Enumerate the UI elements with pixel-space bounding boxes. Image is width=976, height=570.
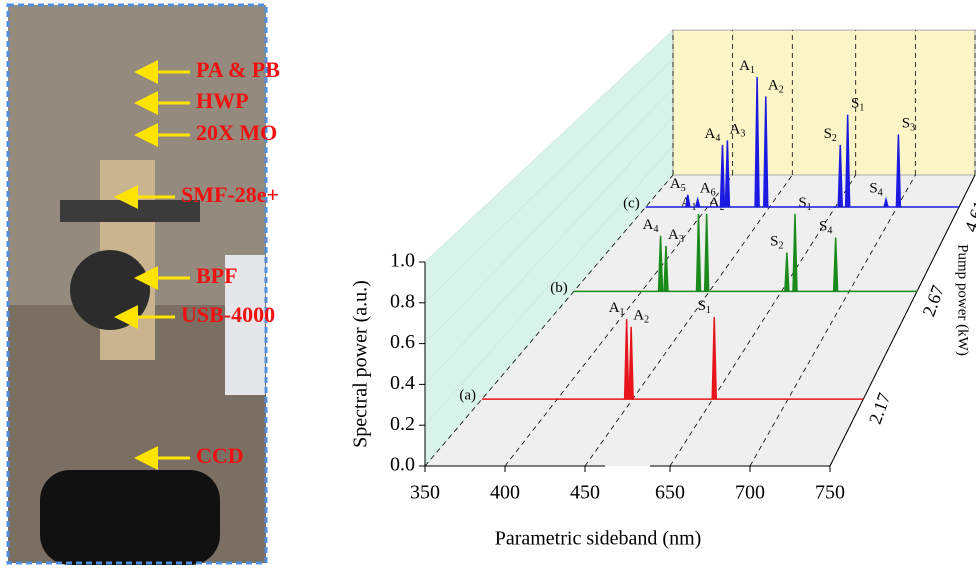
depth-grid-line — [584, 174, 793, 467]
peak — [694, 196, 701, 208]
peak — [832, 237, 839, 292]
photo-label: CCD — [196, 443, 244, 468]
peak-label: A6 — [700, 181, 716, 199]
peak-label: A1 — [609, 301, 625, 319]
peak-label: S1 — [851, 96, 864, 114]
peak — [663, 245, 669, 292]
photo-label: PA & PB — [196, 57, 280, 82]
peak — [711, 317, 717, 400]
grid-line — [424, 87, 674, 344]
photo-label: 20X MO — [196, 120, 277, 145]
back-wall — [672, 29, 976, 176]
x-tick-label: 650 — [655, 482, 685, 504]
row-label: (a) — [459, 388, 476, 404]
peak-label: A4 — [705, 126, 721, 144]
peak — [623, 319, 630, 400]
peak — [883, 196, 889, 208]
x-axis-label: Parametric sideband (nm) — [495, 528, 702, 550]
peak — [703, 213, 710, 292]
photo-border — [6, 3, 268, 565]
chart: 0.0 0.2 0.4 0.6 0.8 1.0 350 400 450 650 700 750 Para… — [350, 29, 976, 550]
peak — [837, 144, 843, 208]
depth-grid-line — [749, 174, 916, 467]
peak — [657, 235, 664, 292]
floor — [425, 175, 975, 466]
peak — [895, 134, 902, 208]
grid-line — [424, 145, 674, 426]
depth-grid-line — [424, 174, 674, 467]
peak — [724, 140, 731, 208]
peak-label: A2 — [633, 308, 649, 326]
grid-line — [424, 29, 674, 263]
peak-label: A1 — [739, 58, 755, 76]
peak-label: S3 — [902, 116, 915, 134]
x-tick-label: 750 — [815, 482, 845, 504]
peak — [685, 194, 691, 208]
row-label: (b) — [550, 280, 568, 296]
photo-label: USB-4000 — [181, 302, 275, 327]
screen — [225, 255, 265, 395]
photo-labels: PA & PB HWP 20X MO SMF-28e+ BPF USB-4000 CCD — [114, 57, 280, 470]
peak-label: A2 — [768, 78, 784, 96]
left-wall — [425, 30, 673, 466]
y-tick-label: 0.8 — [390, 290, 415, 312]
peak-label: A4 — [643, 217, 659, 235]
depth-grid-line — [504, 174, 733, 467]
z-axis-label: Pump power (kW) — [955, 244, 971, 356]
grid-line — [424, 58, 674, 304]
ccd-body — [40, 470, 220, 565]
peak — [763, 96, 769, 208]
peak — [719, 144, 726, 208]
depth-grid-line — [669, 174, 857, 467]
y-axis-label: Spectral power (a.u.) — [350, 280, 372, 448]
photo-label: SMF-28e+ — [181, 182, 279, 207]
x-tick-label: 400 — [490, 482, 520, 504]
peak — [628, 326, 634, 400]
grid-line — [424, 116, 674, 385]
peak-label: S4 — [869, 181, 882, 199]
peak-label: A3 — [729, 122, 745, 140]
peak — [754, 76, 760, 208]
y-tick-label: 0.6 — [390, 331, 415, 353]
peak-label: A3 — [668, 227, 684, 245]
depth-axis — [829, 174, 976, 467]
x-tick-label: 700 — [735, 482, 765, 504]
peak — [784, 252, 790, 292]
z-tick-label: 4.61 — [961, 198, 976, 234]
peak — [844, 114, 851, 208]
x-tick-label: 350 — [410, 482, 440, 504]
row-label: (c) — [623, 195, 640, 211]
peak-label: A5 — [670, 176, 686, 194]
y-tick-label: 0.0 — [390, 454, 415, 476]
photo-label: HWP — [196, 88, 249, 113]
peak-label: S2 — [824, 126, 837, 144]
x-tick-label: 450 — [570, 482, 600, 504]
photo-label: BPF — [196, 263, 238, 288]
y-tick-label: 1.0 — [390, 250, 415, 272]
z-tick-label: 2.17 — [865, 390, 895, 426]
peak — [695, 213, 702, 292]
y-tick-label: 0.2 — [390, 413, 415, 435]
stage — [60, 200, 200, 222]
peak — [792, 213, 798, 292]
peak-label: S4 — [819, 219, 832, 237]
peak-label: S1 — [698, 299, 711, 317]
z-tick-label: 2.67 — [918, 283, 948, 319]
y-tick-label: 0.4 — [390, 372, 415, 394]
peak-label: S2 — [770, 234, 783, 252]
